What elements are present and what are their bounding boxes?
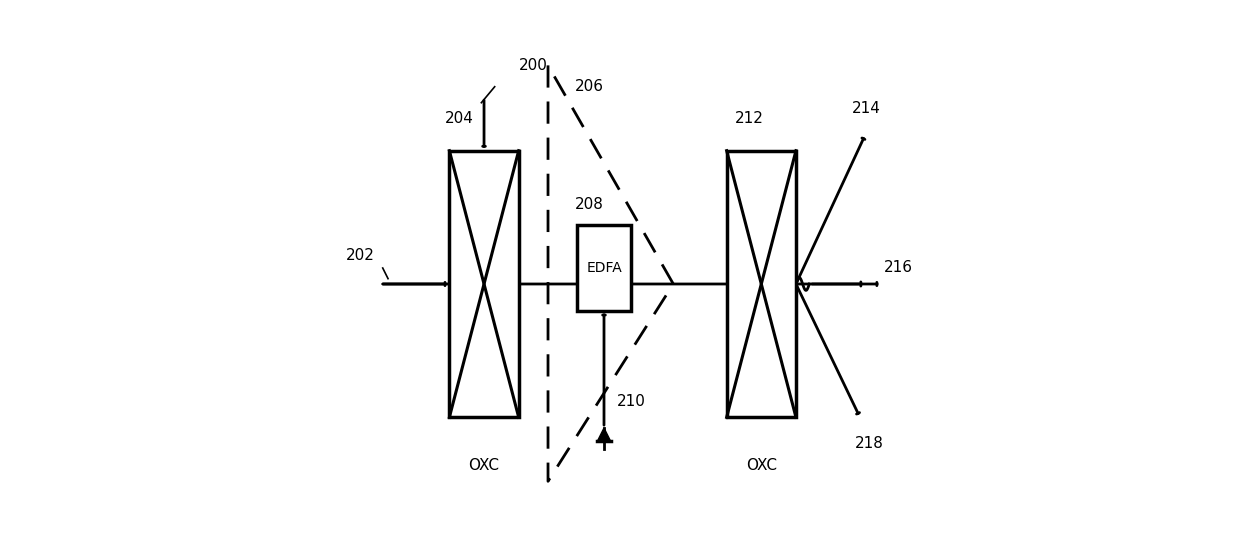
Text: 210: 210 xyxy=(618,394,646,409)
Bar xyxy=(449,151,518,418)
Text: 216: 216 xyxy=(884,260,913,276)
Text: OXC: OXC xyxy=(745,458,776,473)
Text: 202: 202 xyxy=(346,248,374,263)
Text: 208: 208 xyxy=(574,197,604,212)
Polygon shape xyxy=(598,428,610,441)
Text: 212: 212 xyxy=(734,111,764,126)
Text: 218: 218 xyxy=(854,436,883,451)
Text: 204: 204 xyxy=(444,111,474,126)
Bar xyxy=(727,151,796,418)
Text: OXC: OXC xyxy=(469,458,500,473)
Text: 214: 214 xyxy=(852,101,880,116)
Bar xyxy=(578,225,631,311)
Text: 206: 206 xyxy=(574,79,604,94)
Text: EDFA: EDFA xyxy=(587,261,622,275)
Text: 200: 200 xyxy=(518,58,548,73)
